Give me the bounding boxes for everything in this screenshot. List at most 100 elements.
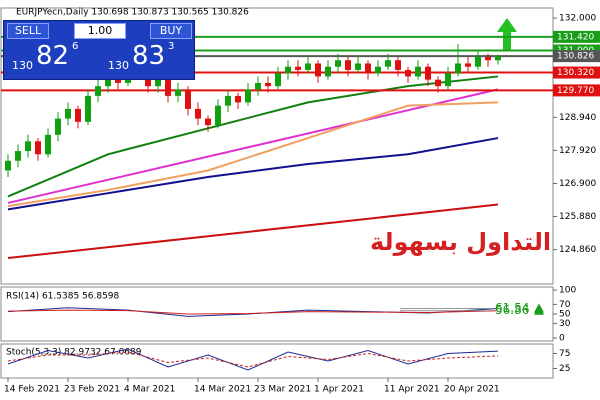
level-label: 130.826 — [557, 52, 594, 62]
sell-price-a: 130 — [12, 59, 33, 72]
candle-body — [45, 134, 51, 155]
level-tag — [553, 84, 600, 97]
sell-price-b: 82 — [36, 41, 70, 71]
level-tag — [553, 66, 600, 79]
candle-body — [275, 73, 281, 87]
y-tick-label: 124.860 — [559, 245, 596, 255]
candle-body — [245, 89, 251, 103]
candle-body — [55, 118, 61, 135]
candle-body — [75, 108, 81, 122]
candle-body — [295, 66, 301, 70]
y-tick-label: 132.000 — [559, 14, 596, 24]
candle-body — [25, 141, 31, 152]
y-tick-label: 0 — [559, 334, 565, 344]
y-tick-label: 100 — [559, 286, 576, 296]
indicator-line — [7, 203, 499, 260]
y-tick-label: 127.920 — [559, 146, 596, 156]
indicator-line — [7, 88, 499, 204]
candle-body — [265, 82, 271, 87]
candle-body — [415, 66, 421, 77]
buy-button[interactable]: BUY — [150, 23, 192, 39]
panel-title: EURJPYecn,Daily 130.698 130.873 130.565 … — [16, 8, 249, 18]
lot-input[interactable]: 1.00 — [74, 23, 126, 39]
candle-body — [435, 79, 441, 87]
x-tick-label: 1 Apr 2021 — [314, 385, 364, 395]
indicator-line — [7, 348, 499, 371]
up-arrow — [497, 18, 517, 50]
sell-button[interactable]: SELL — [7, 23, 49, 39]
candle-body — [465, 63, 471, 67]
candle-body — [285, 66, 291, 74]
level-label: 130.320 — [557, 68, 594, 78]
candle-body — [475, 56, 481, 67]
indicator-line — [7, 137, 499, 211]
candle-body — [385, 60, 391, 67]
y-tick-label: 126.900 — [559, 179, 596, 189]
candle-body — [85, 95, 91, 122]
candle-body — [95, 86, 101, 96]
y-tick-label: 128.940 — [559, 113, 596, 123]
y-tick-label: 30 — [559, 319, 571, 329]
candle-body — [495, 56, 501, 61]
candle-body — [325, 66, 331, 77]
x-tick-label: 20 Apr 2021 — [444, 385, 500, 395]
trade-panel: SELL 1.00 BUY 130 82 6 130 83 3 — [3, 20, 195, 80]
candle-body — [375, 66, 381, 74]
panel-title: RSI(14) 61.5385 56.8598 — [6, 292, 120, 302]
candle-body — [15, 151, 21, 161]
candle-body — [195, 108, 201, 119]
y-tick-label: 125.880 — [559, 212, 596, 222]
stoch-frame — [0, 343, 554, 379]
x-tick-label: 14 Mar 2021 — [194, 385, 251, 395]
level-label: 129.770 — [557, 86, 594, 96]
x-tick-label: 23 Mar 2021 — [254, 385, 311, 395]
candle-body — [305, 63, 311, 70]
buy-price-a: 130 — [108, 59, 129, 72]
candle-body — [165, 79, 171, 96]
candle-body — [445, 73, 451, 87]
candle-body — [65, 108, 71, 119]
candle-body — [35, 141, 41, 155]
y-tick-label: 70 — [559, 300, 571, 310]
y-tick-label: 75 — [559, 349, 570, 359]
y-tick-label: 50 — [559, 310, 571, 320]
candle-body — [405, 69, 411, 77]
marker-label: 61.54 — [495, 301, 529, 315]
marker-triangle — [534, 305, 544, 315]
candle-body — [185, 89, 191, 109]
sell-price-c: 6 — [72, 41, 79, 52]
y-tick-label: 25 — [559, 364, 570, 374]
buy-price-b: 83 — [132, 41, 166, 71]
candle-body — [255, 82, 261, 90]
indicator-line — [7, 101, 499, 208]
x-tick-label: 4 Mar 2021 — [124, 385, 175, 395]
candle-body — [335, 60, 341, 67]
indicator-line — [7, 75, 499, 198]
candle-body — [5, 160, 11, 171]
candle-body — [365, 63, 371, 74]
candle-body — [345, 60, 351, 70]
candle-body — [235, 95, 241, 103]
candle-body — [175, 89, 181, 96]
level-tag — [553, 50, 600, 63]
candle-body — [155, 79, 161, 87]
candle-body — [205, 118, 211, 126]
candle-body — [225, 95, 231, 106]
candle-body — [315, 63, 321, 77]
x-tick-label: 23 Feb 2021 — [64, 385, 120, 395]
level-label: 131.420 — [557, 32, 594, 42]
panel-title: Stoch(5,3,3) 82.9732 67.0689 — [6, 348, 142, 358]
level-tag — [553, 30, 600, 43]
candle-body — [455, 63, 461, 74]
candle-body — [485, 56, 491, 61]
logo: التداول بسهولة — [370, 228, 552, 256]
marker-label: 56.86 — [495, 303, 529, 317]
candle-body — [215, 105, 221, 126]
indicator-line — [7, 309, 499, 315]
candle-body — [425, 66, 431, 80]
candle-body — [395, 60, 401, 70]
indicator-line — [7, 351, 499, 368]
candle-body — [105, 76, 111, 87]
candle-body — [355, 63, 361, 70]
